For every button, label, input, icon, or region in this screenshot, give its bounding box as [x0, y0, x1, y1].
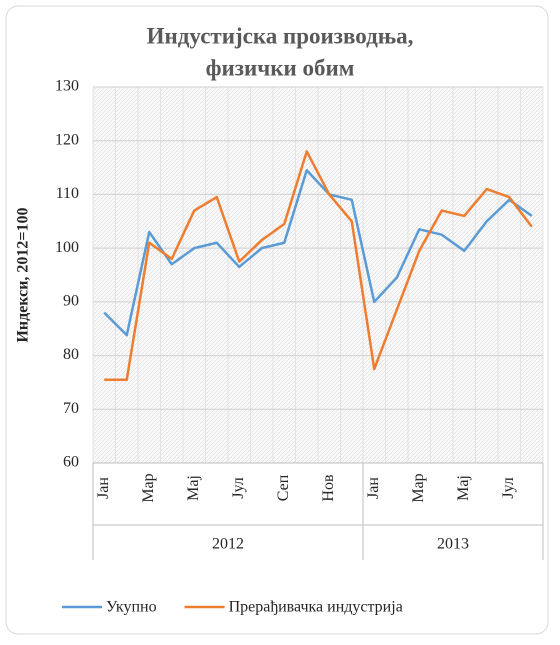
legend-label: Укупно [106, 599, 157, 616]
series-line [103, 169, 533, 337]
x-tick-label: Нов [320, 474, 337, 502]
group-label: 2013 [437, 536, 469, 553]
x-tick-label: Сеп [275, 474, 292, 501]
x-tick-label: Мар [140, 473, 157, 502]
x-tick-label: Мај [185, 475, 202, 501]
y-tick-label: 70 [63, 400, 79, 417]
y-tick-label: 90 [63, 293, 79, 310]
y-tick-label: 100 [55, 239, 79, 256]
y-tick-label: 130 [55, 78, 79, 95]
legend-label: Прерађивачка индустрија [229, 599, 403, 616]
y-tick-label: 110 [56, 185, 79, 202]
y-tick-label: 120 [55, 131, 79, 148]
x-tick-label: Јан [95, 477, 112, 499]
y-axis-title: Индекси, 2012=100 [15, 207, 32, 342]
x-tick-label: Јан [365, 477, 382, 499]
series-line [104, 150, 533, 381]
y-tick-label: 80 [63, 346, 79, 363]
y-tick-label: 60 [63, 454, 79, 471]
group-label: 2012 [212, 536, 244, 553]
x-tick-label: Мар [410, 473, 427, 502]
x-tick-label: Јул [230, 477, 247, 499]
chart-title: Индустијска производња, [147, 23, 414, 48]
x-tick-label: Јул [500, 477, 517, 499]
x-tick-label: Мај [455, 475, 472, 501]
chart-title: физички обим [206, 55, 355, 80]
